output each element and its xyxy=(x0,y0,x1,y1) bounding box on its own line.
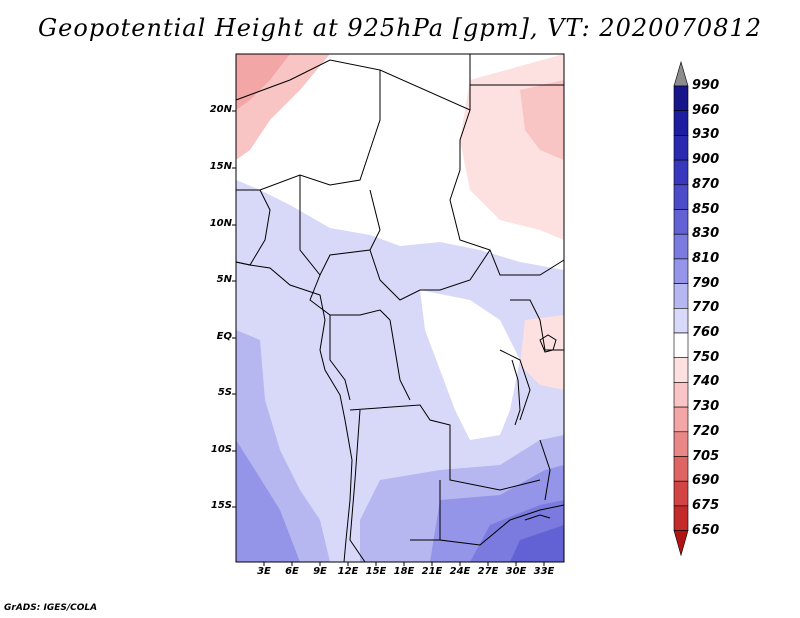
lon-label-15e: 15E xyxy=(365,566,387,577)
lat-label-5n: 5N xyxy=(216,274,232,285)
colorbar-swatch xyxy=(673,135,689,161)
colorbar-swatch xyxy=(673,159,689,186)
field-810-sw xyxy=(236,440,300,562)
field-740-nw xyxy=(236,54,290,110)
colorbar-label: 960 xyxy=(692,102,720,118)
field-850-se xyxy=(510,525,564,562)
lon-label-18e: 18E xyxy=(393,566,415,577)
colorbar-label: 870 xyxy=(692,176,720,192)
plot-frame xyxy=(235,53,565,563)
colorbar-label: 930 xyxy=(692,127,720,143)
colorbar-swatch xyxy=(673,357,689,383)
colorbar-label: 770 xyxy=(692,300,720,316)
lon-label-27e: 27E xyxy=(477,566,499,577)
colorbar-label: 900 xyxy=(692,152,720,168)
field-760-central xyxy=(420,290,520,440)
colorbar-label: 705 xyxy=(692,448,720,464)
colorbar-swatch xyxy=(673,332,689,359)
lat-ticks xyxy=(232,110,236,508)
colorbar-swatch xyxy=(673,233,689,260)
colorbar-swatch xyxy=(673,505,689,531)
lat-label-20n: 20N xyxy=(209,104,232,115)
colorbar-label: 740 xyxy=(692,374,720,390)
colorbar-swatch xyxy=(673,110,689,136)
lon-label-9e: 9E xyxy=(313,566,327,577)
colorbar-swatch xyxy=(673,530,689,557)
lon-label-30e: 30E xyxy=(505,566,527,577)
lon-label-21e: 21E xyxy=(421,566,443,577)
plot-title: Geopotential Height at 925hPa [gpm], VT:… xyxy=(38,14,762,42)
field-750-east xyxy=(520,315,564,390)
lon-label-12e: 12E xyxy=(337,566,359,577)
colorbar-swatch xyxy=(673,283,689,309)
colorbar-label: 850 xyxy=(692,201,720,217)
colorbar-swatch xyxy=(673,456,689,482)
lon-label-6e: 6E xyxy=(285,566,299,577)
lat-label-10n: 10N xyxy=(209,218,232,229)
colorbar-swatch xyxy=(673,209,689,235)
colorbar-label: 720 xyxy=(692,423,720,439)
colorbar xyxy=(673,60,689,557)
colorbar-label: 830 xyxy=(692,226,720,242)
colorbar-label: 790 xyxy=(692,275,720,291)
colorbar-label: 650 xyxy=(692,522,720,538)
colorbar-swatch xyxy=(673,258,689,284)
field-740-ne xyxy=(520,80,564,160)
colorbar-top-arrow xyxy=(673,60,689,87)
colorbar-swatch xyxy=(673,480,689,507)
lat-label-10s: 10S xyxy=(210,444,232,455)
lat-label-5s: 5S xyxy=(217,387,232,398)
lon-ticks xyxy=(263,562,545,566)
colorbar-label: 730 xyxy=(692,399,720,415)
coastline xyxy=(235,261,353,563)
lon-label-33e: 33E xyxy=(533,566,555,577)
grads-credit: GrADS: IGES/COLA xyxy=(4,603,98,613)
lon-label-24e: 24E xyxy=(449,566,471,577)
lat-label-15s: 15S xyxy=(210,500,232,511)
lakes xyxy=(511,334,557,521)
colorbar-label: 990 xyxy=(692,78,720,93)
lat-label-15n: 15N xyxy=(209,161,232,172)
colorbar-label: 675 xyxy=(692,497,720,513)
colorbar-swatch xyxy=(673,382,689,408)
colorbar-label: 760 xyxy=(692,325,720,340)
colorbar-swatch xyxy=(673,431,689,457)
lat-label-eq: EQ xyxy=(216,331,232,342)
colorbar-label: 750 xyxy=(692,349,720,365)
colorbar-label: 690 xyxy=(692,473,720,489)
colorbar-swatch xyxy=(673,184,689,210)
colorbar-swatch xyxy=(673,406,689,433)
lon-label-3e: 3E xyxy=(257,566,271,577)
colorbar-swatch xyxy=(673,307,689,334)
colorbar-label: 810 xyxy=(692,250,720,266)
colorbar-swatch xyxy=(673,85,689,112)
